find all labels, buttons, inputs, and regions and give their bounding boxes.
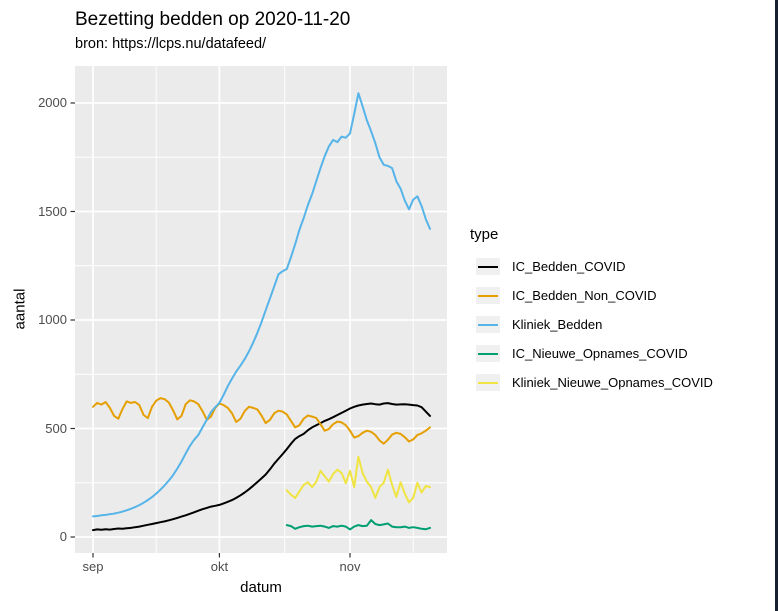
x-tick-label: nov [339,559,361,574]
legend-item-label: Kliniek_Bedden [512,317,603,332]
legend-key [476,345,500,362]
legend-items: IC_Bedden_COVID IC_Bedden_Non_COVID Klinie… [470,252,713,397]
legend-key-line [478,294,498,297]
series-line-Kliniek_Bedden [92,92,431,518]
series-line-Kliniek_Nieuwe_Opnames_COVID [285,455,431,504]
x-tick-label: sep [82,559,104,574]
legend-item-label: IC_Bedden_COVID [512,259,626,274]
legend-item-label: IC_Bedden_Non_COVID [512,288,657,303]
legend-key-line [478,352,498,355]
legend-key [476,258,500,275]
legend-key [476,316,500,333]
legend-item: IC_Bedden_COVID [470,252,713,281]
chart-subtitle: bron: https://lcps.nu/datafeed/ [75,36,267,52]
legend-key-line [478,323,498,326]
legend-item: Kliniek_Nieuwe_Opnames_COVID [470,368,713,397]
plot-panel [75,66,447,553]
y-tick-label: 2000 [38,95,67,110]
series-line-IC_Bedden_COVID [92,402,431,532]
legend-title: type [470,226,499,243]
legend: type IC_Bedden_COVID IC_Bedden_Non_COVID K… [470,226,713,397]
chart-title: Bezetting bedden op 2020-11-20 [75,9,351,30]
y-tick-label: 1000 [38,312,67,327]
legend-item-label: Kliniek_Nieuwe_Opnames_COVID [512,375,713,390]
series-line-IC_Nieuwe_Opnames_COVID [285,519,431,531]
window-edge-line [775,0,778,611]
legend-key [476,374,500,391]
series-line-IC_Bedden_Non_COVID [92,397,431,445]
legend-key-line [478,265,498,268]
x-axis-title: datum [240,579,282,596]
legend-key [476,287,500,304]
y-tick-label: 0 [59,529,67,544]
legend-item: IC_Bedden_Non_COVID [470,281,713,310]
y-tick-label: 1500 [38,203,67,219]
legend-item-label: IC_Nieuwe_Opnames_COVID [512,346,688,361]
legend-item: IC_Nieuwe_Opnames_COVID [470,339,713,368]
x-tick-label: okt [210,559,229,574]
y-tick-label: 500 [45,420,67,436]
legend-key-line [478,381,498,384]
legend-item: Kliniek_Bedden [470,310,713,339]
